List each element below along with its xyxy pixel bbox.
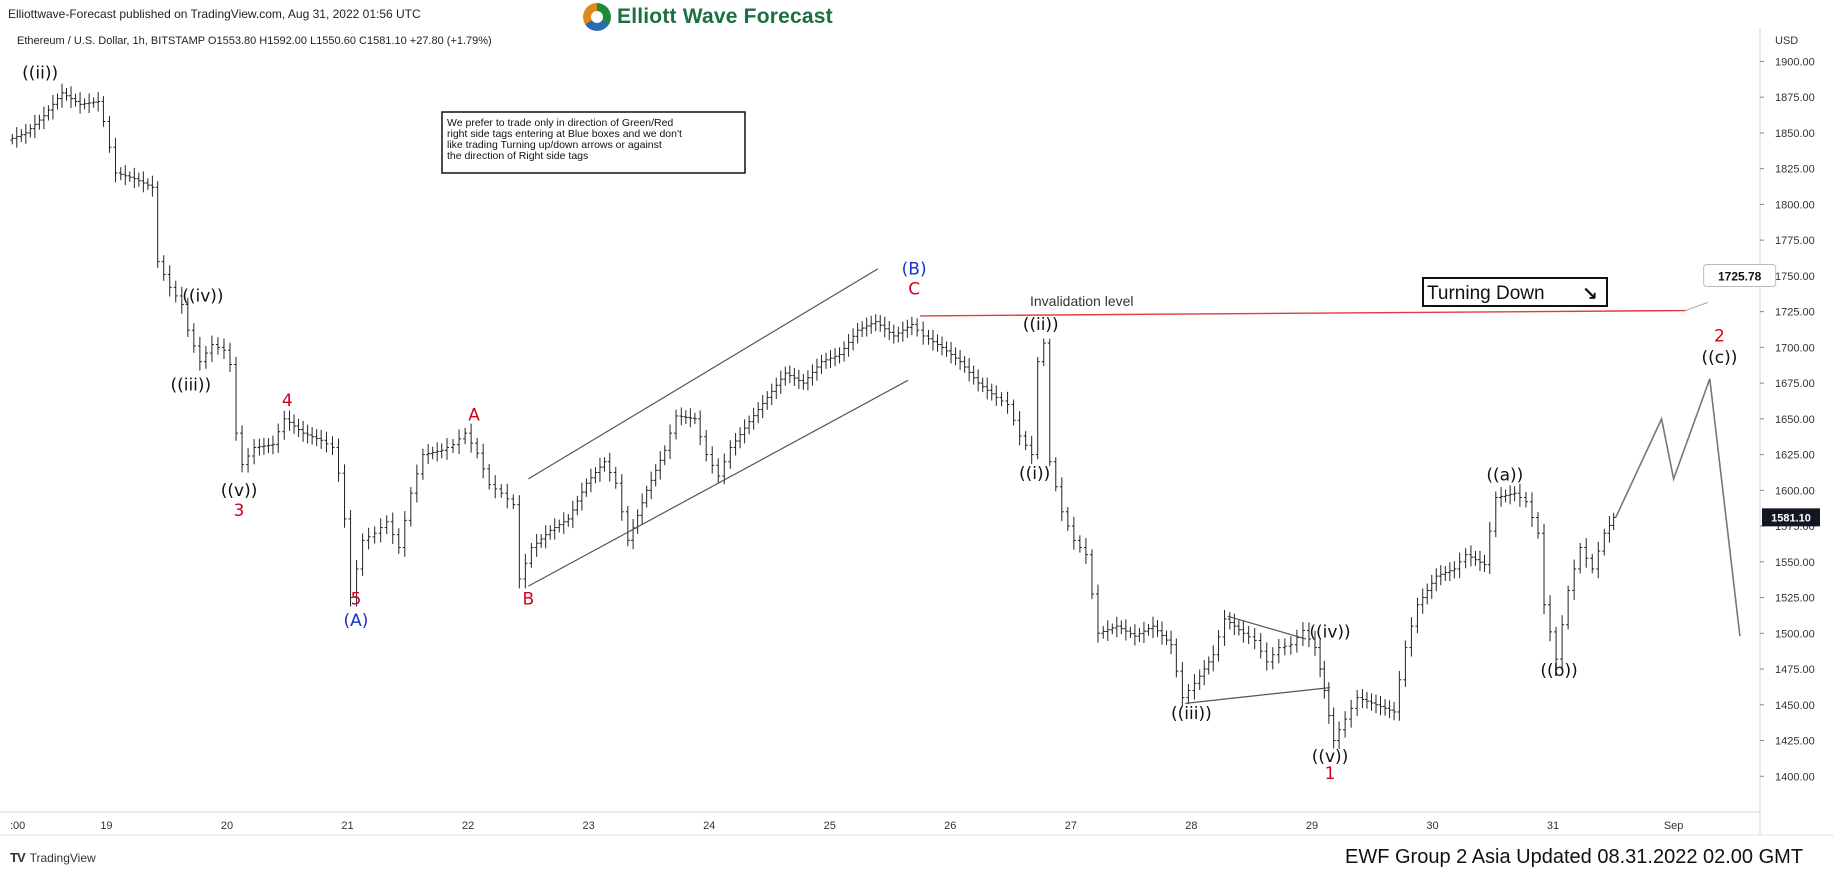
last-price-tag [1762,508,1820,527]
channel-line [528,379,909,587]
triangle-line [1227,615,1307,640]
wave-label: 1 [1325,764,1336,784]
note-frame [441,111,746,174]
wave-label: (B) [902,259,927,279]
price-tick-label: 1800.00 [1775,199,1815,211]
symbol-info: Ethereum / U.S. Dollar, 1h, BITSTAMP O15… [17,35,492,47]
price-bars [10,83,1616,749]
note-line: the direction of Right side tags [447,150,588,162]
invalidation-label: Invalidation level [1030,293,1134,309]
price-tick-label: 1650.00 [1775,414,1815,426]
time-tick-label: 29 [1306,820,1318,832]
wave-label: 5 [351,590,362,610]
invalidation-callout-value: 1725.78 [1718,270,1762,284]
wave-label: ((ii)) [1023,315,1059,335]
time-tick-label: 28 [1185,820,1197,832]
wave-label: ((iv)) [1309,623,1350,643]
wave-label: ((i)) [1019,464,1050,484]
time-tick-label: 31 [1547,820,1559,832]
wave-label: 2 [1714,327,1725,347]
strategy-note-box: We prefer to trade only in direction of … [441,111,746,174]
ewf-logo-icon [583,3,611,31]
price-tick-label: 1700.00 [1775,342,1815,354]
price-axis-unit: USD [1775,35,1798,47]
invalidation-callout-box [1703,264,1777,288]
time-tick-label: 22 [462,820,474,832]
wave-label: (A) [344,611,369,631]
price-tick-label: 1525.00 [1775,593,1815,605]
note-line: We prefer to trade only in direction of … [447,117,673,129]
time-tick-label: 21 [341,820,353,832]
wave-label: ((ii)) [22,64,58,84]
price-tick-label: 1500.00 [1775,628,1815,640]
wave-label: ((v)) [1312,747,1349,767]
price-tick-label: 1725.00 [1775,307,1815,319]
brand-logo: Elliott Wave Forecast [583,3,833,31]
time-tick-label: 24 [703,820,715,832]
price-tick-label: 1550.00 [1775,557,1815,569]
time-tick-label: 27 [1065,820,1077,832]
wave-label: ((iii)) [1171,704,1212,724]
note-line: like trading Turning up/down arrows or a… [447,139,662,151]
price-tick-label: 1775.00 [1775,235,1815,247]
channel-line [528,268,879,480]
price-tick-label: 1425.00 [1775,736,1815,748]
wave-label: ((b)) [1540,661,1577,681]
publisher-line: Elliottwave-Forecast published on Tradin… [8,7,421,21]
price-tick-label: 1675.00 [1775,378,1815,390]
price-tick-label: 1475.00 [1775,664,1815,676]
price-tick-label: 1625.00 [1775,450,1815,462]
price-tick-label: 1875.00 [1775,92,1815,104]
tradingview-icon: TV [10,850,26,865]
time-tick-label: 19 [100,820,112,832]
wave-label: 3 [234,501,245,521]
projection-path [1615,378,1741,637]
price-tick-label: 1850.00 [1775,128,1815,140]
turning-tag-frame [1422,277,1608,307]
time-tick-label: :00 [10,820,25,832]
price-tick-label: 1750.00 [1775,271,1815,283]
time-tick-label: 26 [944,820,956,832]
brand-name: Elliott Wave Forecast [617,5,833,28]
arrow-down-right-icon: ↘ [1582,283,1598,305]
turning-down-tag: Turning Down ↘ [1422,277,1608,307]
wave-label: A [468,405,480,425]
callout-pointer [1685,302,1708,311]
wave-label: 4 [282,391,293,411]
wave-label: ((iv)) [182,287,223,307]
wave-label: ((a)) [1486,465,1523,485]
wave-label: ((iii)) [170,375,211,395]
triangle-line [1185,687,1331,704]
price-tick-label: 1900.00 [1775,56,1815,68]
last-price-value: 1581.10 [1771,512,1811,524]
price-tick-label: 1825.00 [1775,164,1815,176]
tradingview-logo[interactable]: TV TradingView [10,850,96,865]
time-tick-label: 25 [824,820,836,832]
time-tick-label: 30 [1426,820,1438,832]
price-tick-label: 1450.00 [1775,700,1815,712]
time-tick-label: Sep [1664,820,1684,832]
time-tick-label: 20 [221,820,233,832]
wave-label: ((v)) [221,481,258,501]
price-tick-label: 1400.00 [1775,771,1815,783]
time-tick-label: 23 [583,820,595,832]
tradingview-label: TradingView [29,850,96,865]
wave-label: B [523,590,535,610]
price-tick-label: 1600.00 [1775,485,1815,497]
wave-label: ((c)) [1701,348,1737,368]
note-line: right side tags entering at Blue boxes a… [447,128,682,140]
invalidation-line [920,309,1686,317]
update-stamp: EWF Group 2 Asia Updated 08.31.2022 02.0… [1345,846,1804,868]
turning-tag-label: Turning Down [1427,283,1545,304]
wave-label: C [908,279,920,299]
